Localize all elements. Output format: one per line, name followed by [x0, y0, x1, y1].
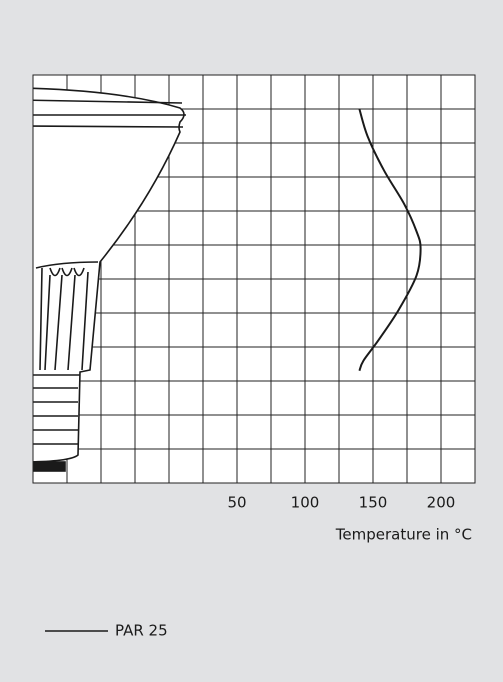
legend-label: PAR 25 [115, 622, 168, 640]
page: Temperature in °C PAR 25 50100150200 (()… [0, 0, 503, 682]
x-tick-label: 50 [227, 494, 246, 512]
chart: Temperature in °C PAR 25 50 100 150 200 [0, 0, 503, 682]
x-tick-label: 200 [427, 494, 456, 512]
x-axis-label: Temperature in °C [335, 526, 472, 544]
x-tick-label: 150 [359, 494, 388, 512]
x-tick-label: 100 [291, 494, 320, 512]
